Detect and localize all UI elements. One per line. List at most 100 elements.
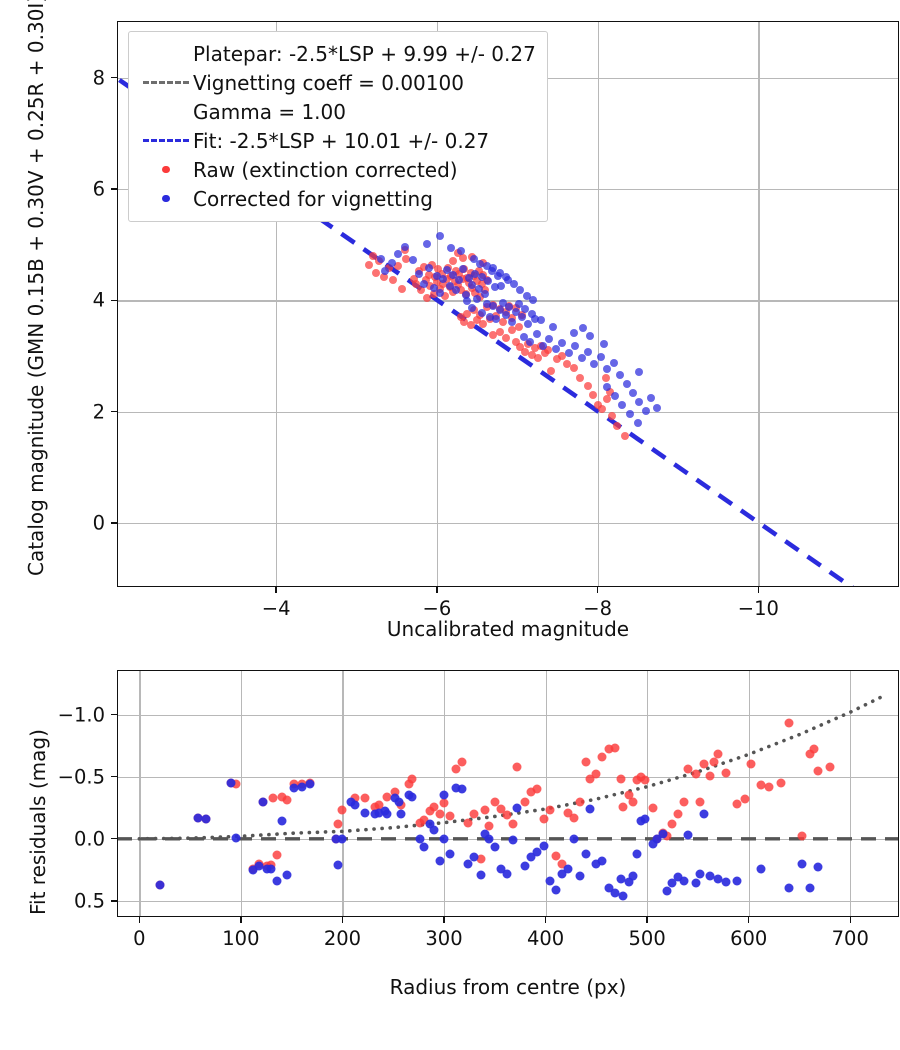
corrected-residual-point: [429, 825, 439, 835]
raw-residual-point: [508, 819, 518, 829]
raw-data-point: [448, 257, 457, 266]
raw-data-point: [463, 309, 472, 318]
corrected-residual-point: [415, 834, 425, 844]
corrected-residual-point: [658, 829, 668, 839]
x-tick-label: 100: [222, 927, 260, 950]
corrected-residual-point: [254, 861, 264, 871]
corrected-data-point: [603, 365, 612, 374]
raw-data-point: [612, 422, 621, 431]
legend-entry: Fit: -2.5*LSP + 10.01 +/- 0.27: [139, 126, 536, 155]
raw-residual-point: [526, 787, 536, 797]
raw-data-point: [546, 366, 555, 375]
raw-residual-point: [360, 793, 370, 803]
raw-data-point: [460, 317, 469, 326]
raw-residual-point: [557, 859, 567, 869]
corrected-residual-point: [502, 869, 512, 879]
raw-residual-point: [797, 831, 806, 841]
raw-residual-point: [425, 806, 435, 816]
corrected-data-point: [469, 255, 478, 264]
corrected-data-point: [653, 404, 662, 413]
raw-residual-point: [277, 792, 287, 802]
blue-dot-icon: [162, 194, 170, 203]
photometry-fit-axes-frame: [117, 21, 899, 587]
corrected-data-point: [564, 348, 573, 357]
corrected-residual-point: [435, 856, 445, 866]
corrected-residual-point: [520, 861, 530, 871]
corrected-residual-point: [337, 834, 347, 844]
blue-dashed-line-icon: [143, 139, 189, 142]
corrected-data-point: [468, 280, 477, 289]
corrected-data-point: [622, 379, 631, 388]
raw-residual-point: [231, 779, 241, 789]
legend-entry: Corrected for vignetting: [139, 184, 536, 213]
corrected-data-point: [635, 397, 644, 406]
corrected-data-point: [408, 256, 417, 265]
raw-data-point: [569, 364, 578, 373]
corrected-residual-point: [490, 842, 500, 852]
corrected-residual-point: [331, 834, 341, 844]
x-tick-label: 700: [831, 927, 869, 950]
legend-entry: Platepar: -2.5*LSP + 9.99 +/- 0.27: [139, 39, 536, 68]
raw-data-point: [521, 347, 530, 356]
raw-residual-point: [825, 762, 835, 772]
raw-data-point: [389, 276, 398, 285]
raw-data-point: [424, 270, 433, 279]
corrected-data-point: [551, 345, 560, 354]
corrected-residual-point: [476, 870, 486, 880]
raw-residual-point: [469, 809, 479, 819]
raw-residual-point: [551, 851, 561, 861]
corrected-residual-point: [585, 804, 595, 814]
corrected-data-point: [463, 297, 472, 306]
corrected-residual-point: [732, 876, 741, 886]
raw-data-point: [606, 387, 615, 396]
raw-residual-point: [695, 797, 705, 807]
corrected-data-point: [465, 274, 474, 283]
corrected-residual-point: [551, 885, 561, 895]
raw-data-point: [495, 327, 504, 336]
corrected-residual-point: [569, 834, 579, 844]
x-tick-label: −4: [261, 597, 291, 620]
corrected-data-point: [489, 264, 498, 273]
corrected-data-point: [448, 270, 457, 279]
corrected-residual-point: [648, 839, 658, 849]
corrected-data-point: [585, 332, 594, 340]
corrected-data-point: [519, 333, 528, 342]
raw-residual-point: [429, 802, 439, 812]
x-tick-label: 600: [730, 927, 768, 950]
raw-residual-point: [490, 797, 500, 807]
raw-residual-point: [618, 802, 628, 812]
corrected-data-point: [484, 277, 493, 286]
raw-data-point: [397, 285, 406, 294]
corrected-data-point: [577, 354, 586, 363]
corrected-data-point: [526, 337, 535, 346]
raw-residual-point: [610, 743, 620, 753]
raw-residual-point: [585, 774, 595, 784]
raw-data-point: [440, 291, 449, 300]
corrected-data-point: [558, 338, 567, 347]
raw-residual-point: [463, 818, 473, 828]
raw-residual-point: [713, 749, 723, 759]
corrected-residual-point: [484, 834, 494, 844]
raw-data-point: [423, 293, 432, 302]
raw-residual-point: [746, 759, 756, 769]
raw-data-point: [439, 279, 448, 288]
x-tick-label: 300: [425, 927, 463, 950]
y-tick-label: 6: [92, 177, 105, 201]
corrected-residual-point: [597, 856, 607, 866]
corrected-data-point: [481, 289, 490, 298]
corrected-data-point: [518, 313, 527, 322]
corrected-residual-point: [289, 783, 299, 793]
plot-legend[interactable]: Platepar: -2.5*LSP + 9.99 +/- 0.27 Vignet…: [128, 31, 548, 222]
corrected-data-point: [609, 358, 618, 367]
corrected-data-point: [477, 308, 486, 317]
raw-data-point: [501, 334, 510, 343]
y-tick-label: 0: [92, 511, 105, 535]
corrected-data-point: [424, 264, 433, 273]
raw-residual-point: [673, 809, 683, 819]
raw-data-point: [473, 277, 482, 286]
raw-residual-point: [764, 782, 774, 792]
corrected-data-point: [521, 305, 530, 314]
red-dot-icon: [162, 165, 170, 174]
corrected-data-point: [456, 247, 465, 256]
corrected-data-point: [461, 290, 470, 299]
